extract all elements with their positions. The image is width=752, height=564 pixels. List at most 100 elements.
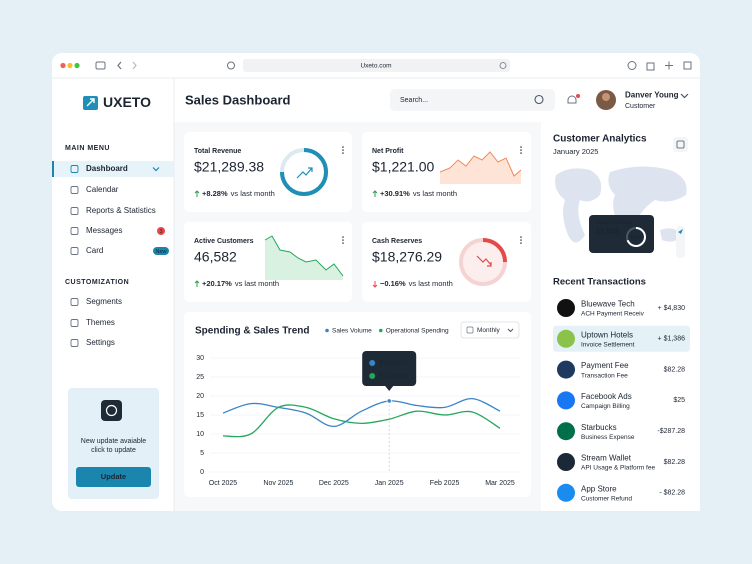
update-text: click to update (91, 447, 136, 454)
menu-item[interactable]: Dashboard (86, 164, 128, 173)
transaction-amount: + $4,830 (658, 305, 686, 312)
transaction-amount: - $82.28 (659, 490, 685, 497)
shield-icon (227, 61, 235, 70)
url-bar[interactable] (243, 59, 510, 72)
search-placeholder: Search... (400, 97, 428, 104)
stat-title: Total Revenue (194, 148, 241, 155)
transaction-highlight (553, 325, 690, 352)
stat-title: Active Customers (194, 238, 254, 245)
x-tick-label: Nov 2025 (263, 480, 293, 487)
window-minimize[interactable] (67, 62, 73, 69)
menu-badge-text: New (155, 249, 166, 255)
retention-value: 33,988 (595, 227, 620, 236)
map-americas (555, 168, 602, 243)
period-dropdown[interactable] (460, 321, 520, 339)
menu-badge (153, 247, 169, 255)
transaction-name[interactable]: Facebook Ads (581, 392, 632, 401)
menu-item[interactable]: Messages (86, 226, 122, 235)
menu-active-bg (52, 161, 174, 177)
y-tick-label: 20 (196, 393, 204, 400)
change-arrow (372, 281, 378, 288)
transaction-name[interactable]: Payment Fee (581, 361, 629, 370)
stat-value: $21,289.38 (194, 159, 264, 175)
transaction-name[interactable]: Stream Wallet (581, 454, 632, 463)
menu-item[interactable]: Themes (86, 318, 115, 327)
user-menu-caret[interactable] (680, 93, 689, 99)
hover-point (386, 398, 392, 404)
search-icon (534, 94, 544, 105)
transaction-detail: Business Expense (581, 434, 635, 441)
transaction-name[interactable]: Uptown Hotels (581, 330, 633, 339)
forward-button[interactable] (132, 61, 137, 70)
reload-button[interactable] (499, 62, 507, 69)
stat-title: Net Profit (372, 148, 404, 155)
download-button[interactable] (627, 61, 637, 70)
x-tick-label: Feb 2025 (430, 480, 460, 487)
line-chart: 0 5 10 15 20 25 30 Oct 2025 Nov 2025 Dec 2025 Jan … (196, 351, 520, 487)
menu-badge-text: 3 (159, 229, 162, 235)
y-tick-label: 15 (196, 412, 204, 419)
transaction-icon (557, 483, 575, 502)
update-button-label[interactable]: Update (101, 472, 126, 481)
legend-swatch (378, 328, 383, 333)
section-title: MAIN MENU (65, 145, 110, 152)
menu-icon (70, 207, 79, 215)
ring (280, 148, 328, 196)
dropdown-icon (466, 326, 474, 334)
calendar-button[interactable] (673, 137, 688, 152)
transaction-detail: Campaign Billing (581, 403, 630, 410)
transaction-name[interactable]: Starbucks (581, 423, 617, 432)
retention-tooltip (589, 215, 654, 253)
bell-dot (576, 94, 580, 98)
stat-change: +20.17% (202, 279, 232, 288)
window-close[interactable] (60, 62, 66, 69)
menu-item[interactable]: Segments (86, 297, 122, 306)
transaction-amount: $25 (673, 397, 685, 404)
back-button[interactable] (117, 61, 122, 70)
dropdown-label[interactable]: Monthly (477, 327, 501, 334)
tooltip-value: $19,891+ (379, 360, 408, 367)
x-tick-label: Oct 2025 (209, 480, 238, 487)
transaction-icon (557, 391, 575, 410)
transaction-amount: + $1,386 (658, 336, 686, 343)
transaction-name[interactable]: App Store (581, 484, 617, 493)
sparkline-area (265, 236, 343, 280)
menu-icon (70, 227, 79, 235)
transaction-name[interactable]: Bluewave Tech (581, 300, 635, 309)
y-tick-label: 0 (200, 469, 204, 476)
change-arrow (372, 190, 378, 197)
stat-change: +8.28% (202, 189, 228, 198)
tabs-button[interactable] (683, 61, 692, 70)
search-box[interactable] (390, 89, 555, 111)
menu-item[interactable]: Reports & Statistics (86, 206, 156, 215)
new-tab-button[interactable] (665, 61, 673, 70)
user-name: Danver Young (625, 91, 679, 100)
bell-icon[interactable] (567, 95, 577, 104)
avatar-face (602, 93, 610, 101)
retention-label: Client Retention (595, 220, 634, 226)
ring (482, 238, 507, 263)
window-zoom[interactable] (74, 62, 80, 69)
menu-item[interactable]: Calendar (86, 185, 119, 194)
menu-icon (70, 319, 79, 327)
y-tick-label: 30 (196, 355, 204, 362)
transaction-detail: ACH Payment Receiv (581, 311, 645, 318)
map-pin (678, 229, 683, 234)
brand-logo-arrow (86, 98, 95, 107)
stat-note: vs last month (413, 189, 457, 198)
dropdown-caret (507, 328, 514, 333)
menu-icon (70, 247, 79, 255)
menu-icon (70, 186, 79, 194)
update-icon-glyph (105, 404, 118, 417)
menu-item[interactable]: Settings (86, 338, 115, 347)
transaction-icon (557, 299, 575, 317)
sidebar-toggle[interactable] (95, 61, 106, 70)
panel-title: Recent Transactions (553, 277, 646, 288)
map-zoom-controls[interactable] (676, 226, 685, 258)
menu-item[interactable]: Card (86, 246, 103, 255)
y-tick-label: 5 (200, 450, 204, 457)
update-button[interactable] (76, 467, 151, 487)
brand-name: UXETO (103, 94, 151, 110)
share-button[interactable] (646, 62, 655, 71)
